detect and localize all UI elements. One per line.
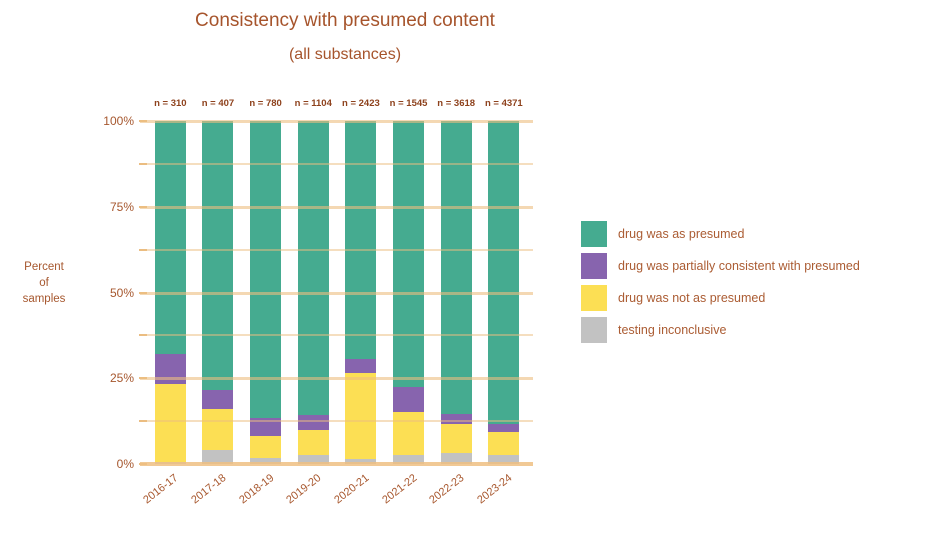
x-tick-label: 2023-24 (475, 472, 515, 507)
gridline (140, 205, 533, 209)
gridline (140, 291, 533, 295)
gridline (140, 120, 533, 123)
bar-segment-2022-23 (440, 413, 472, 424)
bar-segment-2023-24 (488, 423, 520, 433)
plot-area: n = 310 2016-17 n = 407 2017-18 n = 780 2018-… (103, 98, 533, 506)
bar-segment-2017-18 (202, 450, 234, 464)
gridline (140, 248, 533, 251)
bar-segment-2020-21 (345, 358, 377, 373)
bar-segment-2019-20 (297, 455, 329, 464)
legend-item: testing inconclusive (581, 317, 860, 343)
bar-segment-2022-23 (440, 121, 472, 414)
y-axis-title-line: Percent (24, 261, 64, 273)
bar-segment-2019-20 (297, 121, 329, 415)
bar-segment-2018-19 (250, 417, 282, 437)
gridline (140, 377, 533, 381)
bar-segment-2023-24 (488, 432, 520, 455)
x-tick-label: 2022-23 (427, 472, 467, 507)
bar-segment-2022-23 (440, 453, 472, 464)
bar-segment-2019-20 (297, 414, 329, 431)
chart-title: Consistency with presumed content (195, 10, 495, 31)
legend-item: drug was partially consistent with presu… (581, 253, 860, 279)
gridline (140, 162, 533, 165)
chart-subtitle: (all substances) (288, 46, 402, 63)
bar-segment-2021-22 (393, 121, 425, 388)
legend: drug was as presumed drug was partially c… (581, 221, 860, 349)
y-axis-title-line: samples (22, 293, 66, 305)
bar-segment-2017-18 (202, 121, 234, 391)
bar-segment-2021-22 (393, 455, 425, 464)
y-axis-title-line: of (39, 277, 49, 289)
y-tick-label: 75% (109, 199, 134, 214)
y-tick-label: 100% (103, 114, 134, 128)
legend-label: drug was not as presumed (618, 291, 766, 305)
bar-segment-2017-18 (202, 409, 234, 451)
x-tick-label: 2016-17 (141, 472, 181, 507)
legend-label: drug was partially consistent with presu… (618, 259, 860, 273)
bar-segment-2019-20 (297, 430, 329, 456)
x-tick-label: 2020-21 (332, 472, 372, 507)
x-tick-label: 2019-20 (284, 472, 324, 507)
y-axis-title: Percent of samples (9, 259, 79, 307)
bar-segment-2018-19 (250, 436, 282, 458)
gridline (140, 462, 533, 466)
n-label: n = 310 (154, 98, 187, 109)
n-label: n = 4371 (484, 98, 523, 109)
n-label: n = 1104 (294, 98, 332, 109)
bar-segment-2016-17 (154, 121, 186, 354)
bar-segment-2023-24 (488, 121, 520, 424)
bar-segment-2020-21 (345, 372, 377, 459)
legend-label: testing inconclusive (618, 323, 727, 337)
bar-segment-2020-21 (345, 458, 377, 464)
n-label: n = 2423 (342, 98, 380, 109)
n-label: n = 780 (249, 98, 282, 109)
gridline (140, 334, 533, 337)
bar-segment-2017-18 (202, 390, 234, 410)
bar-segment-2022-23 (440, 423, 472, 454)
y-tick-label: 50% (109, 285, 134, 300)
legend-swatch-icon (581, 317, 607, 343)
bar-segment-2023-24 (488, 454, 520, 464)
bar-segment-2016-17 (154, 384, 186, 462)
y-tick-label: 25% (109, 371, 134, 386)
legend-label: drug was as presumed (618, 227, 745, 241)
gridline (140, 420, 533, 423)
n-label: n = 3618 (437, 98, 476, 109)
legend-swatch-icon (581, 285, 607, 311)
bar-segment-2021-22 (393, 387, 425, 412)
bar-segment-2021-22 (393, 411, 425, 456)
legend-swatch-icon (581, 253, 607, 279)
x-tick-label: 2021-22 (379, 472, 419, 507)
legend-item: drug was not as presumed (581, 285, 860, 311)
bar-segment-2020-21 (345, 121, 377, 359)
legend-swatch-icon (581, 221, 607, 247)
x-tick-label: 2017-18 (189, 472, 229, 507)
n-label: n = 407 (201, 98, 235, 109)
bar-segment-2018-19 (250, 457, 282, 464)
y-tick-label: 0% (116, 457, 134, 471)
legend-item: drug was as presumed (581, 221, 860, 247)
bar-segment-2018-19 (250, 121, 282, 418)
n-label: n = 1545 (389, 98, 428, 109)
x-tick-label: 2018-19 (236, 472, 276, 507)
